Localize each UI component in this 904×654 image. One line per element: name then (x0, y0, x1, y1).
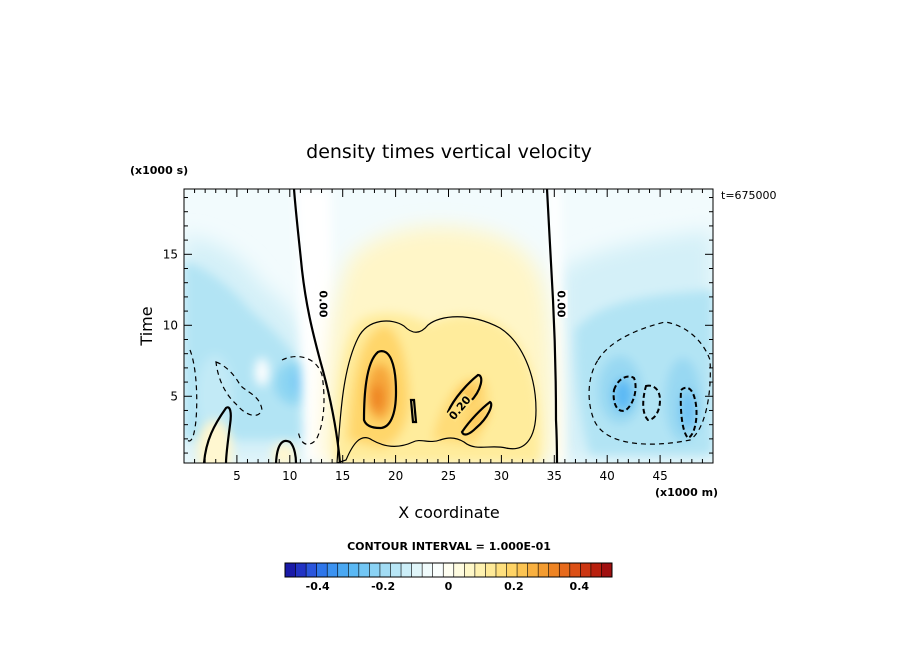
colorbar-swatch (506, 563, 518, 577)
x-tick-label: 30 (494, 469, 509, 483)
colorbar-swatch (485, 563, 497, 577)
colorbar-swatch (590, 563, 602, 577)
contour-labels: 0.00 0.000.20 (317, 289, 568, 423)
colorbar-swatch (411, 563, 423, 577)
colorbar-swatch (401, 563, 412, 577)
colorbar-swatch (358, 563, 370, 577)
x-tick-label: 10 (282, 469, 297, 483)
colorbar-swatch (474, 563, 486, 577)
time-stamp-label: t=675000 (721, 189, 777, 202)
chart-title: density times vertical velocity (306, 141, 592, 163)
x-tick-label: 5 (233, 469, 241, 483)
colorbar-tick-label: 0.4 (570, 580, 590, 593)
x-tick-label: 35 (547, 469, 562, 483)
colorbar-ticks: -0.4 -0.2 0 0.2 0.4 (306, 580, 590, 593)
x-tick-label: 15 (335, 469, 350, 483)
y-axis-label: Time (137, 306, 156, 346)
contour-label-bg (446, 393, 474, 423)
colorbar-tick-label: 0.2 (504, 580, 524, 593)
colorbar-swatch (422, 563, 433, 577)
colorbar-swatch (495, 563, 507, 577)
colorbar-frame (284, 562, 613, 578)
x-unit-label: (x1000 m) (655, 486, 718, 499)
colorbar-swatch (464, 563, 476, 577)
colorbar-tick-label: -0.2 (371, 580, 395, 593)
colorbar-swatch (517, 563, 528, 577)
colorbar-swatch (285, 563, 296, 577)
colorbar-swatch (306, 563, 317, 577)
x-tick-label: 25 (441, 469, 456, 483)
colorbar-swatch (327, 563, 339, 577)
colorbar-swatch (316, 563, 328, 577)
colorbar-tick-label: -0.4 (306, 580, 330, 593)
contour-interval-label: CONTOUR INTERVAL = 1.000E-01 (347, 540, 551, 553)
colorbar-swatch (337, 563, 349, 577)
colorbar-swatch (453, 563, 465, 577)
colorbar (284, 562, 613, 578)
colorbar-swatch (548, 563, 560, 577)
colorbar-swatch (390, 563, 402, 577)
colorbar-swatch (580, 563, 592, 577)
colorbar-swatch (527, 563, 539, 577)
colorbar-swatch (295, 563, 307, 577)
colorbar-swatch (379, 563, 391, 577)
contour-label-bg (555, 289, 568, 318)
colorbar-tick-label: 0 (445, 580, 453, 593)
y-tick-label: 10 (163, 318, 178, 332)
y-axis-ticks: 5 10 15 (163, 197, 713, 454)
contour-label: 0.00 (555, 289, 568, 318)
y-unit-label: (x1000 s) (130, 164, 188, 177)
contour-label-bg (317, 289, 330, 318)
x-tick-label: 20 (388, 469, 403, 483)
colorbar-swatch (432, 563, 444, 577)
y-tick-label: 5 (170, 389, 178, 403)
contour-label-text: 0.00 (317, 290, 330, 317)
colorbar-swatch (369, 563, 381, 577)
colorbar-swatch (559, 563, 571, 577)
colorbar-swatch (569, 563, 581, 577)
colorbar-swatch (538, 563, 550, 577)
plot-field (184, 189, 713, 463)
x-tick-label: 40 (600, 469, 615, 483)
colorbar-swatch (443, 563, 455, 577)
colorbar-swatch (601, 563, 613, 577)
y-tick-label: 15 (163, 247, 178, 261)
contour-label-text: 0.00 (555, 290, 568, 317)
contour-label: 0.00 (317, 289, 330, 318)
x-axis-ticks: 5 10 15 20 25 30 35 40 45 (194, 189, 703, 483)
x-tick-label: 45 (652, 469, 667, 483)
x-axis-label: X coordinate (398, 503, 499, 522)
colorbar-swatch (348, 563, 360, 577)
